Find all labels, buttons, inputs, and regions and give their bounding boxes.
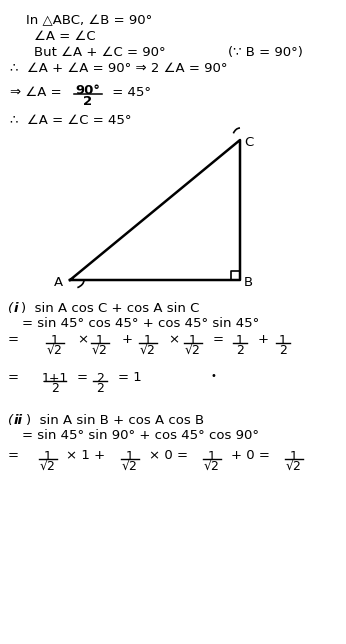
Text: √2: √2 xyxy=(185,344,201,357)
Text: 1: 1 xyxy=(236,334,244,347)
Text: )  sin A sin B + cos A cos B: ) sin A sin B + cos A cos B xyxy=(26,414,204,427)
Text: × 0 =: × 0 = xyxy=(149,449,188,462)
Text: √2: √2 xyxy=(122,460,138,473)
Text: i: i xyxy=(14,302,18,315)
Text: 1: 1 xyxy=(126,450,134,463)
Text: •: • xyxy=(210,371,216,381)
Text: +: + xyxy=(122,333,133,346)
Text: 1: 1 xyxy=(44,450,52,463)
Text: 2: 2 xyxy=(236,344,244,357)
Text: B: B xyxy=(244,276,253,289)
Text: 90°: 90° xyxy=(75,84,100,97)
Text: 2: 2 xyxy=(83,95,93,108)
Text: = 1: = 1 xyxy=(118,371,142,384)
Text: ×: × xyxy=(77,333,88,346)
Text: ii: ii xyxy=(14,414,23,427)
Text: √2: √2 xyxy=(204,460,220,473)
Text: √2: √2 xyxy=(40,460,56,473)
Text: 2: 2 xyxy=(96,372,104,385)
Text: (: ( xyxy=(8,414,13,427)
Text: ∠A = ∠C: ∠A = ∠C xyxy=(34,30,95,43)
Text: =: = xyxy=(213,333,224,346)
Text: 1: 1 xyxy=(51,334,59,347)
Text: = sin 45° sin 90° + cos 45° cos 90°: = sin 45° sin 90° + cos 45° cos 90° xyxy=(22,429,259,442)
Text: =: = xyxy=(8,449,19,462)
Text: = 45°: = 45° xyxy=(108,86,151,99)
Text: 1: 1 xyxy=(208,450,216,463)
Text: But ∠A + ∠C = 90°: But ∠A + ∠C = 90° xyxy=(34,46,166,59)
Text: 1: 1 xyxy=(189,334,197,347)
Text: × 1 +: × 1 + xyxy=(66,449,105,462)
Text: √2: √2 xyxy=(47,344,63,357)
Text: C: C xyxy=(244,136,253,149)
Text: =: = xyxy=(8,371,19,384)
Text: √2: √2 xyxy=(140,344,156,357)
Text: 2: 2 xyxy=(51,382,59,395)
Text: 1: 1 xyxy=(96,334,104,347)
Text: (: ( xyxy=(8,302,13,315)
Text: 1: 1 xyxy=(290,450,298,463)
Text: A: A xyxy=(54,276,63,289)
Text: + 0 =: + 0 = xyxy=(231,449,270,462)
Text: √2: √2 xyxy=(286,460,302,473)
Text: 2: 2 xyxy=(96,382,104,395)
Text: 1: 1 xyxy=(144,334,152,347)
Text: 1+1: 1+1 xyxy=(42,372,68,385)
Text: ∴  ∠A + ∠A = 90° ⇒ 2 ∠A = 90°: ∴ ∠A + ∠A = 90° ⇒ 2 ∠A = 90° xyxy=(10,62,228,75)
Text: In △ABC, ∠B = 90°: In △ABC, ∠B = 90° xyxy=(26,14,152,27)
Text: 1: 1 xyxy=(279,334,287,347)
Text: =: = xyxy=(8,333,19,346)
Text: = sin 45° cos 45° + cos 45° sin 45°: = sin 45° cos 45° + cos 45° sin 45° xyxy=(22,317,259,330)
Text: ⇒ ∠A =: ⇒ ∠A = xyxy=(10,86,66,99)
Text: 2: 2 xyxy=(279,344,287,357)
Text: ×: × xyxy=(168,333,179,346)
Text: (∵ B = 90°): (∵ B = 90°) xyxy=(228,46,303,59)
Text: √2: √2 xyxy=(92,344,108,357)
Text: =: = xyxy=(77,371,88,384)
Text: )  sin A cos C + cos A sin C: ) sin A cos C + cos A sin C xyxy=(21,302,199,315)
Text: +: + xyxy=(258,333,269,346)
Text: ∴  ∠A = ∠C = 45°: ∴ ∠A = ∠C = 45° xyxy=(10,114,131,127)
